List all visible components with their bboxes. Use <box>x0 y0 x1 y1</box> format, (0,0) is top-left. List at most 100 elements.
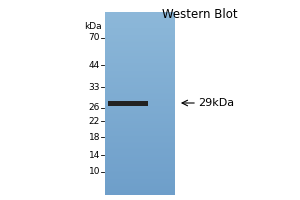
Bar <box>105 147 175 148</box>
Bar <box>105 129 175 130</box>
Bar <box>105 85 175 86</box>
Bar <box>105 55 175 56</box>
Bar <box>105 59 175 60</box>
Bar <box>105 131 175 132</box>
Bar <box>105 69 175 70</box>
Bar <box>105 109 175 110</box>
Bar <box>105 54 175 55</box>
Bar <box>105 134 175 135</box>
Bar <box>105 156 175 157</box>
Bar <box>105 43 175 44</box>
Bar <box>105 12 175 13</box>
Bar <box>105 188 175 189</box>
Bar <box>105 47 175 48</box>
Bar <box>105 138 175 139</box>
Text: 26: 26 <box>88 104 100 112</box>
Bar <box>105 78 175 79</box>
Bar <box>105 18 175 19</box>
Bar <box>105 128 175 129</box>
Bar <box>105 108 175 109</box>
Bar <box>105 16 175 17</box>
Bar <box>105 15 175 16</box>
Bar <box>105 181 175 182</box>
Bar <box>105 130 175 131</box>
Text: Western Blot: Western Blot <box>162 8 238 21</box>
Bar <box>105 23 175 24</box>
Bar <box>105 62 175 63</box>
Bar <box>105 179 175 180</box>
Bar <box>105 44 175 45</box>
Bar <box>105 83 175 84</box>
Bar <box>105 174 175 175</box>
Bar <box>105 110 175 111</box>
Bar <box>105 132 175 133</box>
Text: 44: 44 <box>89 60 100 70</box>
Bar <box>105 160 175 161</box>
Bar <box>105 157 175 158</box>
Bar <box>105 29 175 30</box>
Bar <box>105 190 175 191</box>
Bar <box>105 169 175 170</box>
Bar <box>105 150 175 151</box>
Bar <box>105 50 175 51</box>
Bar <box>105 194 175 195</box>
Bar <box>105 105 175 106</box>
Bar <box>105 63 175 64</box>
Bar <box>105 163 175 164</box>
Bar <box>105 113 175 114</box>
Text: 14: 14 <box>88 150 100 160</box>
Bar <box>105 180 175 181</box>
Bar <box>105 86 175 87</box>
Bar <box>105 21 175 22</box>
Bar <box>105 141 175 142</box>
Bar <box>105 112 175 113</box>
Bar <box>105 115 175 116</box>
Bar <box>105 97 175 98</box>
Bar <box>105 66 175 67</box>
Bar <box>105 24 175 25</box>
Bar <box>105 155 175 156</box>
Bar <box>105 26 175 27</box>
Bar <box>105 92 175 93</box>
Text: 33: 33 <box>88 82 100 92</box>
Bar <box>105 89 175 90</box>
Bar <box>105 121 175 122</box>
Bar <box>105 164 175 165</box>
Bar <box>105 96 175 97</box>
Bar <box>105 28 175 29</box>
Bar <box>105 107 175 108</box>
Bar <box>105 189 175 190</box>
Bar <box>105 117 175 118</box>
Bar <box>105 135 175 136</box>
Bar <box>105 51 175 52</box>
Bar <box>105 178 175 179</box>
Bar <box>105 173 175 174</box>
Bar <box>105 64 175 65</box>
Bar <box>105 67 175 68</box>
Bar <box>105 80 175 81</box>
Bar <box>105 90 175 91</box>
Bar <box>105 82 175 83</box>
Bar <box>105 162 175 163</box>
Bar <box>105 27 175 28</box>
Bar <box>105 168 175 169</box>
Bar <box>105 148 175 149</box>
Bar <box>105 38 175 39</box>
Bar <box>105 46 175 47</box>
Bar <box>105 39 175 40</box>
Bar <box>105 76 175 77</box>
Bar <box>105 119 175 120</box>
Bar <box>105 118 175 119</box>
Text: kDa: kDa <box>84 22 102 31</box>
Bar <box>105 61 175 62</box>
Bar <box>105 53 175 54</box>
Bar <box>105 91 175 92</box>
Bar <box>105 14 175 15</box>
Bar <box>105 149 175 150</box>
Bar <box>105 186 175 187</box>
Bar <box>105 146 175 147</box>
Bar <box>105 72 175 73</box>
Bar <box>105 93 175 94</box>
Bar <box>105 170 175 171</box>
Bar <box>105 184 175 185</box>
